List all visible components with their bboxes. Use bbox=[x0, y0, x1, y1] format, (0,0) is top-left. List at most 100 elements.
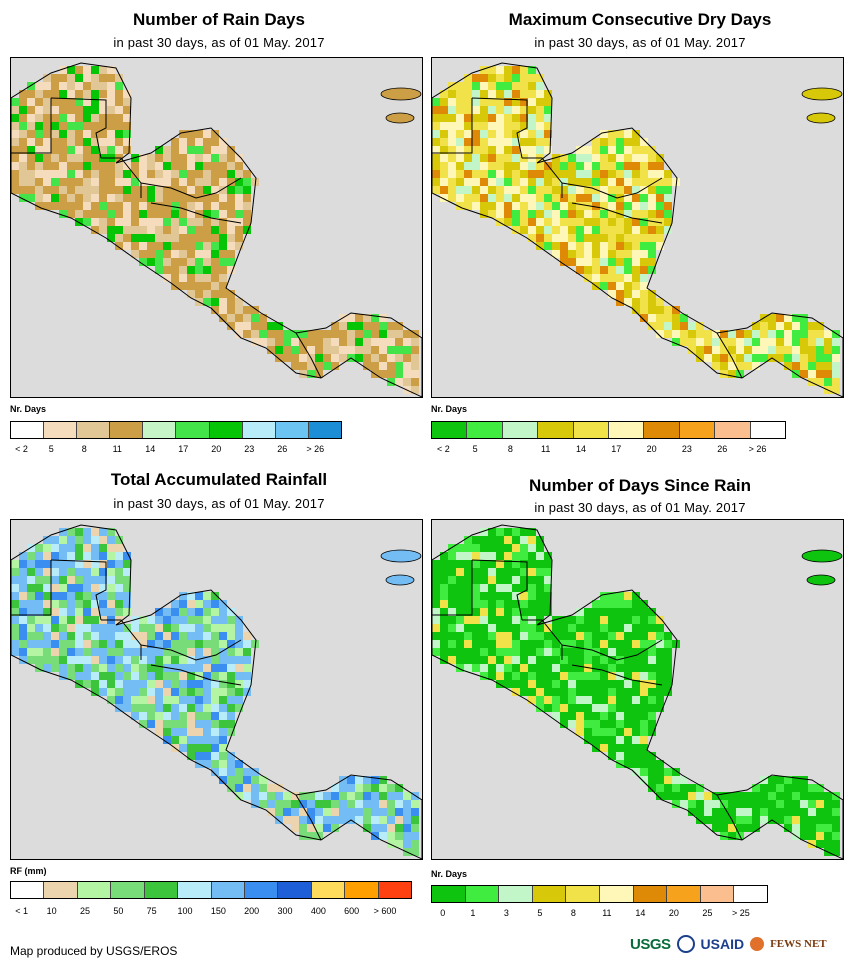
map-cell bbox=[411, 800, 419, 808]
country-border bbox=[522, 157, 563, 198]
map-cell bbox=[552, 170, 560, 178]
map-cell bbox=[59, 106, 67, 114]
map-cell bbox=[656, 242, 664, 250]
map-cell bbox=[576, 616, 584, 624]
map-cell bbox=[147, 656, 155, 664]
map-cell bbox=[656, 784, 664, 792]
map-cell bbox=[656, 194, 664, 202]
map-cell bbox=[664, 792, 672, 800]
map-cell bbox=[35, 584, 43, 592]
map-cell bbox=[131, 664, 139, 672]
map-cell bbox=[544, 552, 552, 560]
map-cell bbox=[600, 250, 608, 258]
map-cell bbox=[195, 202, 203, 210]
map-cell bbox=[203, 688, 211, 696]
map-cell bbox=[131, 210, 139, 218]
legend-tick-label: > 600 bbox=[373, 906, 397, 916]
map-cell bbox=[131, 696, 139, 704]
map-cell bbox=[299, 346, 307, 354]
map-cell bbox=[35, 122, 43, 130]
map-cell bbox=[267, 792, 275, 800]
map-cell bbox=[387, 330, 395, 338]
legend-tick-label: 8 bbox=[507, 444, 513, 454]
map-cell bbox=[816, 378, 824, 386]
map-cell bbox=[664, 218, 672, 226]
map-cell bbox=[11, 178, 19, 186]
map-cell bbox=[219, 736, 227, 744]
map-cell bbox=[19, 146, 27, 154]
map-cell bbox=[235, 298, 243, 306]
map-cell bbox=[528, 592, 536, 600]
map-cell bbox=[91, 576, 99, 584]
map-cell bbox=[107, 528, 115, 536]
map-cell bbox=[403, 792, 411, 800]
map-cell bbox=[195, 242, 203, 250]
map-cell bbox=[179, 688, 187, 696]
map-cell bbox=[504, 210, 512, 218]
map-cell bbox=[75, 560, 83, 568]
map-cell bbox=[243, 680, 251, 688]
map-cell bbox=[203, 744, 211, 752]
map-cell bbox=[91, 74, 99, 82]
map-cell bbox=[355, 338, 363, 346]
map-cell bbox=[568, 258, 576, 266]
map-cell bbox=[179, 624, 187, 632]
country-border bbox=[716, 794, 743, 841]
map-cell bbox=[147, 234, 155, 242]
map-cell bbox=[496, 560, 504, 568]
map-cell bbox=[19, 624, 27, 632]
map-cell bbox=[347, 338, 355, 346]
map-cell bbox=[115, 226, 123, 234]
map-cell bbox=[91, 528, 99, 536]
map-cell bbox=[187, 258, 195, 266]
map-cell bbox=[600, 608, 608, 616]
map-cell bbox=[211, 242, 219, 250]
map-cell bbox=[219, 298, 227, 306]
map-cell bbox=[816, 800, 824, 808]
map-cell bbox=[496, 194, 504, 202]
map-cell bbox=[227, 298, 235, 306]
legend-swatch bbox=[633, 886, 668, 902]
map-cell bbox=[195, 186, 203, 194]
map-cell bbox=[792, 808, 800, 816]
map-cell bbox=[203, 194, 211, 202]
map-cell bbox=[291, 346, 299, 354]
map-cell bbox=[496, 90, 504, 98]
map-cell bbox=[27, 656, 35, 664]
map-cell bbox=[568, 624, 576, 632]
map-cell bbox=[59, 114, 67, 122]
map-cell bbox=[203, 696, 211, 704]
map-cell bbox=[496, 138, 504, 146]
map-cell bbox=[568, 250, 576, 258]
map-cell bbox=[171, 226, 179, 234]
map-cell bbox=[219, 664, 227, 672]
map-cell bbox=[456, 154, 464, 162]
map-cell bbox=[640, 640, 648, 648]
map-cell bbox=[464, 114, 472, 122]
map-cell bbox=[440, 98, 448, 106]
map-cell bbox=[43, 114, 51, 122]
map-cell bbox=[456, 616, 464, 624]
map-cell bbox=[816, 792, 824, 800]
map-cell bbox=[187, 194, 195, 202]
map-cell bbox=[123, 648, 131, 656]
map-cell bbox=[99, 186, 107, 194]
map-cell bbox=[600, 600, 608, 608]
fews-net-logo: FEWS NET bbox=[770, 938, 827, 950]
map-cell bbox=[259, 776, 267, 784]
map-cell bbox=[456, 568, 464, 576]
map-cell bbox=[403, 330, 411, 338]
map-cell bbox=[147, 258, 155, 266]
map-cell bbox=[472, 656, 480, 664]
map-cell bbox=[816, 322, 824, 330]
map-cell bbox=[179, 728, 187, 736]
map-cell bbox=[163, 186, 171, 194]
map-cell bbox=[243, 170, 251, 178]
map-cell bbox=[504, 680, 512, 688]
map-cell bbox=[139, 242, 147, 250]
map-cell bbox=[616, 178, 624, 186]
map-cell bbox=[99, 640, 107, 648]
map-cell bbox=[520, 592, 528, 600]
map-cell bbox=[387, 808, 395, 816]
map-cell bbox=[472, 90, 480, 98]
